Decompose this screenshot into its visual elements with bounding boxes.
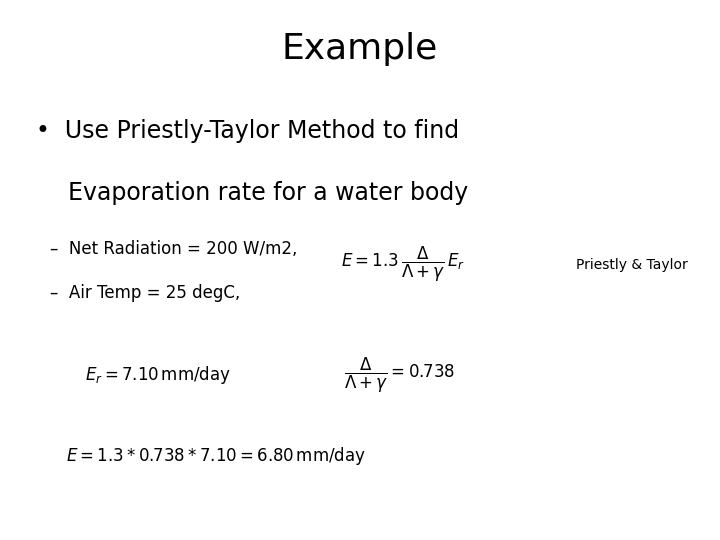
Text: $\dfrac{\Delta}{\Lambda+\gamma} = 0.738$: $\dfrac{\Delta}{\Lambda+\gamma} = 0.738$ [344,356,455,395]
Text: Evaporation rate for a water body: Evaporation rate for a water body [68,181,469,205]
Text: $E_r = 7.10\,\mathrm{mm/day}$: $E_r = 7.10\,\mathrm{mm/day}$ [86,364,231,386]
Text: Priestly & Taylor: Priestly & Taylor [576,258,688,272]
Text: –  Air Temp = 25 degC,: – Air Temp = 25 degC, [50,284,240,301]
Text: –  Net Radiation = 200 W/m2,: – Net Radiation = 200 W/m2, [50,240,298,258]
Text: •  Use Priestly-Taylor Method to find: • Use Priestly-Taylor Method to find [36,119,459,143]
Text: Example: Example [282,32,438,66]
Text: $E = 1.3 * 0.738 * 7.10 = 6.80\,\mathrm{mm/day}$: $E = 1.3 * 0.738 * 7.10 = 6.80\,\mathrm{… [66,446,366,467]
Text: $E = 1.3\,\dfrac{\Delta}{\Lambda+\gamma}\,E_r$: $E = 1.3\,\dfrac{\Delta}{\Lambda+\gamma}… [341,245,465,284]
